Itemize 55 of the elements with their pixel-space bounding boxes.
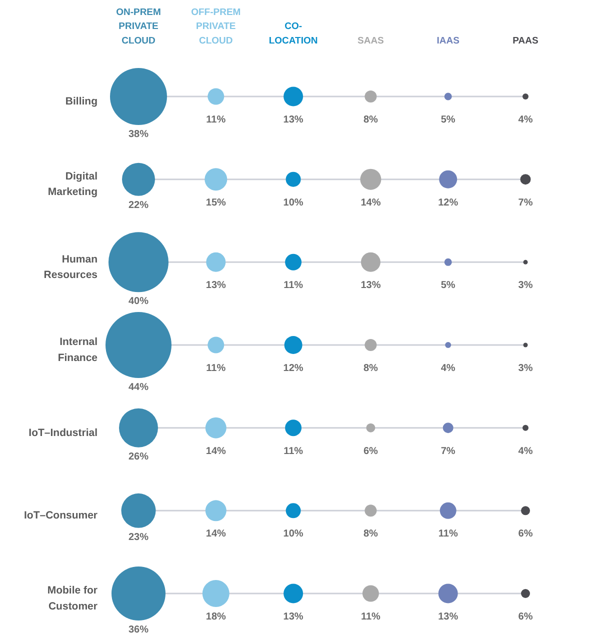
data-label: 10% bbox=[283, 197, 304, 208]
legend-label: SAAS bbox=[358, 36, 384, 46]
category-label: IoT–Consumer bbox=[24, 510, 98, 522]
legend-label: OFF-PREM PRIVATE CLOUD bbox=[191, 6, 241, 46]
data-label: 11% bbox=[438, 528, 458, 540]
data-label: 4% bbox=[518, 446, 533, 457]
category-label: Digital Marketing bbox=[48, 170, 98, 198]
legend-label: ON-PREM PRIVATE CLOUD bbox=[116, 6, 162, 46]
data-label: 10% bbox=[283, 528, 304, 540]
data-label: 8% bbox=[363, 528, 378, 540]
data-label: 11% bbox=[206, 363, 226, 374]
data-label: 11% bbox=[360, 612, 381, 622]
data-label: 15% bbox=[206, 197, 226, 208]
data-label: 14% bbox=[360, 197, 381, 208]
data-label: 13% bbox=[438, 612, 458, 622]
data-label: 23% bbox=[128, 532, 149, 543]
data-label: 5% bbox=[440, 114, 456, 126]
data-label: 40% bbox=[128, 296, 149, 308]
data-label: 44% bbox=[128, 382, 149, 393]
category-label: Internal Finance bbox=[58, 336, 98, 364]
data-label: 13% bbox=[283, 114, 304, 126]
data-label: 12% bbox=[283, 363, 304, 374]
legend-label: PAAS bbox=[512, 36, 538, 46]
data-label: 11% bbox=[206, 114, 226, 126]
legend-label: IAAS bbox=[436, 36, 460, 46]
data-label: 4% bbox=[440, 363, 456, 374]
data-label: 3% bbox=[518, 280, 533, 292]
data-label: 12% bbox=[438, 197, 458, 208]
data-label: 36% bbox=[128, 624, 149, 636]
data-label: 8% bbox=[363, 114, 378, 126]
category-label: Human Resources bbox=[44, 253, 98, 281]
data-label: 13% bbox=[206, 280, 226, 292]
data-label: 18% bbox=[206, 612, 226, 622]
data-label: 14% bbox=[206, 528, 226, 540]
category-label: Billing bbox=[65, 96, 98, 108]
data-label: 3% bbox=[518, 363, 533, 374]
data-label: 7% bbox=[518, 197, 533, 208]
data-label: 11% bbox=[284, 280, 304, 292]
data-label: 11% bbox=[284, 446, 304, 457]
data-label: 6% bbox=[518, 528, 533, 540]
data-label: 38% bbox=[128, 129, 149, 140]
data-label: 4% bbox=[518, 114, 533, 126]
category-label: IoT–Industrial bbox=[28, 426, 98, 439]
data-label: 13% bbox=[360, 280, 381, 292]
data-label: 26% bbox=[128, 451, 149, 462]
data-label: 8% bbox=[363, 363, 378, 374]
category-label: Mobile for Customer bbox=[47, 584, 98, 612]
data-label: 13% bbox=[283, 612, 304, 622]
data-label: 6% bbox=[518, 612, 533, 622]
data-label: 14% bbox=[206, 446, 226, 457]
data-label: 7% bbox=[440, 446, 456, 457]
data-label: 6% bbox=[363, 446, 378, 457]
legend-label: CO-LOCATION bbox=[268, 21, 318, 46]
data-label: 5% bbox=[440, 280, 456, 292]
data-label: 22% bbox=[128, 200, 149, 211]
